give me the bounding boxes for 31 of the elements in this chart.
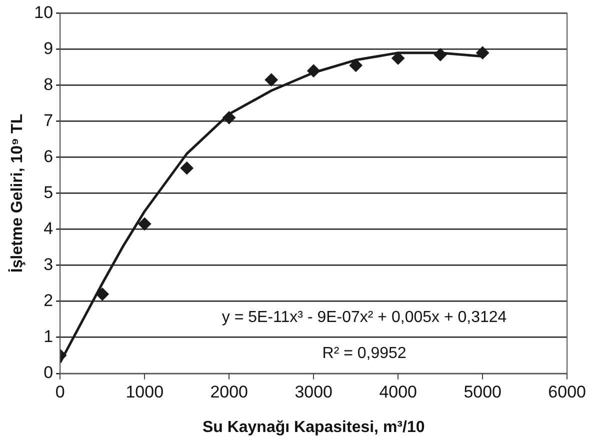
- point: [476, 46, 490, 60]
- y-tick-label: 7: [44, 110, 54, 130]
- x-tick-label: 2000: [210, 382, 248, 402]
- y-tick-label: 0: [44, 363, 54, 382]
- y-tick-label: 6: [44, 146, 54, 166]
- point: [392, 52, 405, 65]
- point: [264, 73, 278, 86]
- y-tick-label: 8: [44, 74, 54, 94]
- point: [180, 162, 194, 175]
- annotation: R² = 0,9952: [322, 344, 406, 362]
- point: [349, 58, 362, 72]
- x-tick-label: 6000: [548, 382, 586, 402]
- y-tick-label: 5: [44, 182, 54, 202]
- y-axis-title: İşletme Geliri, 10⁹ TL: [8, 114, 26, 273]
- point: [96, 288, 109, 301]
- x-axis-title: Su Kaynağı Kapasitesi, m³/10: [202, 418, 425, 436]
- y-tick-label: 3: [44, 255, 54, 274]
- y-tick-label: 2: [44, 291, 54, 310]
- point: [138, 217, 152, 230]
- y-tick-label: 10: [34, 2, 54, 22]
- y-tick-label: 1: [44, 327, 54, 346]
- point: [307, 64, 320, 78]
- y-tick-label: 4: [44, 219, 54, 238]
- point: [222, 111, 236, 124]
- x-tick-label: 1000: [126, 382, 164, 402]
- y-tick-label: 9: [44, 38, 54, 58]
- x-tick-label: 4000: [379, 382, 418, 402]
- point: [434, 48, 447, 62]
- x-tick-label: 3000: [294, 382, 333, 402]
- annotation: y = 5E-11x³ - 9E-07x² + 0,005x + 0,3124: [222, 308, 507, 326]
- x-tick-label: 5000: [464, 382, 502, 402]
